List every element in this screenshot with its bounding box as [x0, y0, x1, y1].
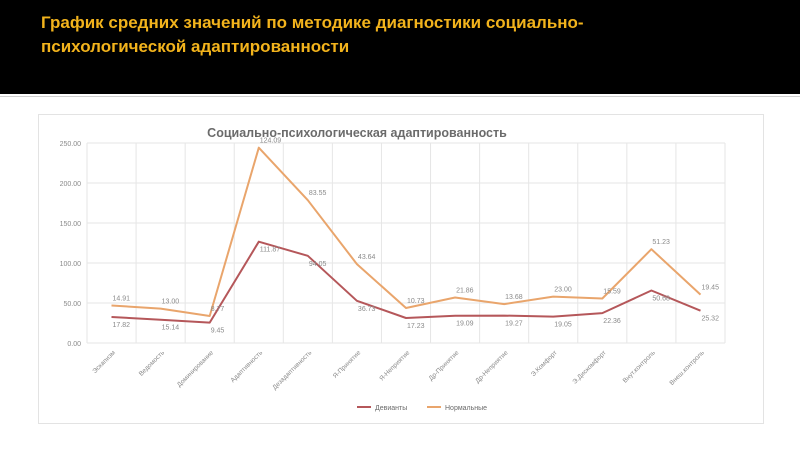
x-category-label: Внеш.контроль [668, 349, 706, 387]
data-label-normal: 51.23 [652, 239, 670, 246]
y-tick-label: 100.00 [60, 261, 82, 268]
data-label-normal: 23.00 [554, 287, 572, 294]
x-axis-categories: Эскапизм Ведомость Доминирование Адаптивнос… [91, 349, 706, 391]
data-labels: 17.82 15.14 9.45 111.87 94.05 36.73 17.23 19.09… [113, 138, 720, 335]
slide-title: График средних значений по методике диаг… [41, 13, 584, 56]
x-category-label: Ведомость [138, 349, 167, 378]
y-axis-ticks: 0.00 50.00 100.00 150.00 200.00 250.00 [60, 141, 82, 348]
data-label-deviants: 22.36 [603, 318, 621, 325]
y-tick-label: 50.00 [63, 301, 81, 308]
data-label-normal: 14.91 [113, 295, 131, 302]
data-label-deviants: 15.14 [162, 325, 180, 332]
y-tick-label: 150.00 [60, 221, 82, 228]
data-label-deviants: 19.09 [456, 321, 474, 328]
header-divider [0, 96, 800, 97]
x-category-label: Др-Неприятие [474, 349, 510, 385]
x-category-label: Я-Принятие [332, 349, 363, 380]
slide-header: График средних значений по методике диаг… [0, 0, 800, 94]
data-label-deviants: 9.45 [211, 328, 225, 335]
legend-label-normal: Нормальные [445, 405, 487, 412]
data-label-normal: 13.00 [162, 299, 180, 306]
data-label-normal: 21.86 [456, 288, 474, 295]
x-category-label: Я-Неприятие [378, 349, 411, 382]
data-label-normal: 13.68 [505, 294, 523, 301]
chart-legend: Девианты Нормальные [357, 405, 487, 412]
data-label-normal: 43.64 [358, 254, 376, 261]
y-tick-label: 0.00 [67, 341, 81, 348]
x-category-label: Э.Дискомфорт [572, 349, 608, 385]
data-label-deviants: 17.82 [113, 322, 131, 329]
legend-label-deviants: Девианты [375, 405, 407, 412]
x-category-label: Дезадаптивность [271, 349, 313, 391]
data-label-normal: 8.77 [211, 306, 225, 313]
data-label-deviants: 50.68 [652, 295, 670, 302]
data-label-deviants: 19.05 [554, 322, 572, 329]
chart-frame: 0.00 50.00 100.00 150.00 200.00 250.00 Эскапи… [38, 114, 764, 424]
data-label-deviants: 94.05 [309, 261, 327, 268]
x-category-label: Эскапизм [91, 349, 117, 375]
data-label-normal: 15.59 [603, 289, 621, 296]
x-category-label: Э.Комфорт [530, 349, 559, 378]
x-category-label: Доминирование [176, 349, 215, 388]
grid-lines [86, 142, 726, 344]
series-line-deviants [111, 240, 701, 324]
data-label-normal: 19.45 [701, 285, 719, 292]
y-tick-label: 250.00 [60, 141, 82, 148]
data-label-deviants: 17.23 [407, 323, 425, 330]
data-label-deviants: 36.73 [358, 306, 376, 313]
x-category-label: Адаптивность [229, 349, 264, 384]
data-label-normal: 83.55 [309, 190, 327, 197]
series-lines [111, 146, 702, 324]
line-chart: 0.00 50.00 100.00 150.00 200.00 250.00 Эскапи… [60, 126, 726, 412]
x-category-label: Др-Принятие [428, 349, 461, 382]
chart-title: Социально-психологическая адаптированнос… [207, 126, 507, 140]
series-line-normal [111, 146, 702, 317]
y-tick-label: 200.00 [60, 181, 82, 188]
data-label-deviants: 19.27 [505, 321, 523, 328]
data-label-deviants: 111.87 [260, 247, 280, 254]
x-category-label: Внут.контроль [622, 349, 658, 385]
data-label-normal: 10.73 [407, 298, 425, 305]
data-label-normal: 124.09 [260, 138, 282, 145]
data-label-deviants: 25.32 [701, 316, 719, 323]
